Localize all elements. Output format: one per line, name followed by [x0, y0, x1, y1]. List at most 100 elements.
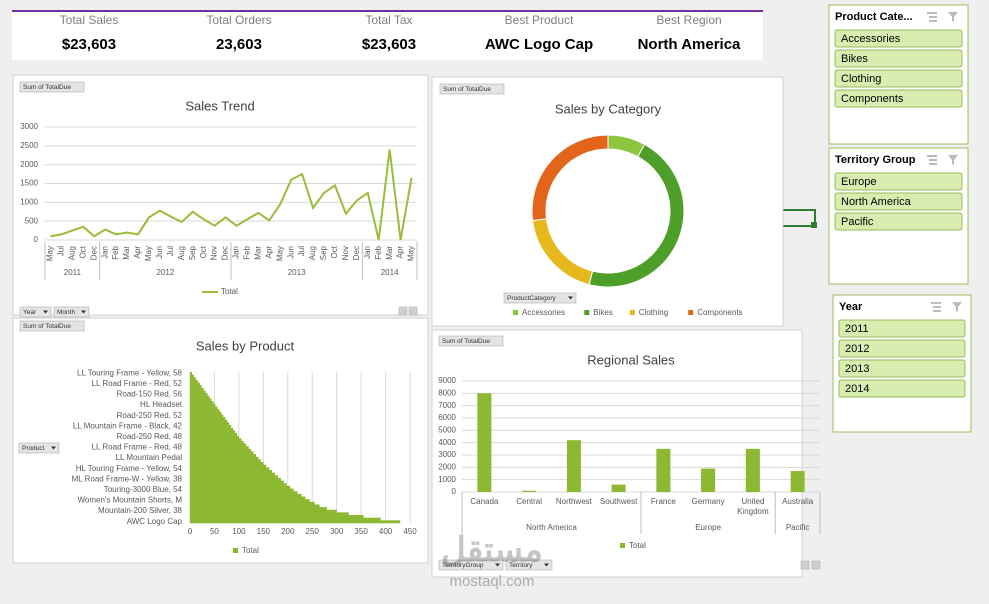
legend-swatch	[629, 310, 635, 315]
field-button[interactable]	[438, 335, 504, 347]
y-tick-label: 7000	[438, 401, 456, 410]
clear-filter-icon[interactable]	[948, 12, 958, 22]
slicer-item-label: North America	[841, 196, 912, 208]
x-tick-label: 200	[281, 527, 295, 536]
bar	[190, 493, 302, 497]
slicer-title: Product Cate...	[835, 11, 913, 23]
bar	[190, 499, 310, 503]
zoom-button[interactable]	[800, 560, 810, 570]
x-tick-label: Dec	[89, 246, 98, 260]
connector-shape	[783, 209, 816, 227]
bar	[701, 468, 716, 492]
panel	[431, 329, 803, 578]
bar	[190, 411, 222, 415]
x-tick-label: 250	[306, 527, 320, 536]
kpi-label: Best Region	[656, 13, 721, 27]
watermark-latin: mostaql.com	[449, 573, 534, 590]
bar	[656, 448, 671, 492]
y-tick-label: 8000	[438, 388, 456, 397]
bar	[190, 414, 224, 418]
x-tick-label: Dec	[352, 246, 361, 260]
field-button[interactable]	[438, 559, 504, 571]
clear-filter-icon[interactable]	[952, 302, 962, 312]
bar	[190, 406, 218, 410]
field-button[interactable]	[505, 559, 553, 571]
field-button-label: Year	[23, 309, 37, 316]
zoom-button[interactable]	[408, 306, 418, 316]
y-tick-label: 5000	[438, 425, 456, 434]
bar	[190, 485, 291, 489]
y-tick-label: 1500	[20, 179, 38, 188]
field-button[interactable]	[503, 292, 577, 304]
slicer-item[interactable]	[838, 379, 966, 398]
multi-select-icon[interactable]	[931, 302, 941, 312]
slicer-item-label: Pacific	[841, 216, 874, 228]
bar	[190, 424, 232, 428]
slicer-item[interactable]	[834, 49, 963, 68]
field-button[interactable]	[19, 306, 52, 318]
x-tick-label: 50	[210, 527, 219, 536]
y-tick-label: Women's Mountain Shorts, M	[77, 496, 182, 505]
field-button[interactable]	[19, 81, 85, 93]
slicer-item[interactable]	[834, 192, 963, 211]
slicer-item[interactable]	[838, 319, 966, 338]
multi-select-icon[interactable]	[927, 155, 937, 165]
slicer-item[interactable]	[838, 339, 966, 358]
group-label: 2013	[288, 268, 306, 277]
y-tick-label: 2000	[20, 160, 38, 169]
field-button[interactable]	[18, 442, 60, 454]
slicer-item[interactable]	[834, 29, 963, 48]
field-button[interactable]	[53, 306, 90, 318]
bar	[190, 419, 228, 423]
slicer-item[interactable]	[834, 89, 963, 108]
x-tick-label: Apr	[133, 246, 142, 259]
bar	[190, 440, 244, 444]
dropdown-arrow	[51, 446, 56, 450]
slicer-item-label: Accessories	[841, 33, 901, 45]
slicer-item[interactable]	[834, 172, 963, 191]
y-tick-label: 2500	[20, 141, 38, 150]
bar	[190, 432, 237, 436]
bar	[190, 507, 327, 511]
x-tick-label: Australia	[782, 497, 814, 506]
slicer-item-label: Europe	[841, 176, 876, 188]
bar	[190, 475, 278, 479]
x-tick-label: 100	[232, 527, 246, 536]
zoom-button[interactable]	[398, 306, 408, 316]
bar	[190, 504, 320, 508]
slicer-title: Year	[839, 301, 863, 313]
bar	[190, 374, 194, 378]
bar	[745, 448, 760, 492]
slicer-item[interactable]	[838, 359, 966, 378]
bar	[190, 438, 242, 442]
y-tick-label: 9000	[438, 376, 456, 385]
x-tick-label: Aug	[308, 246, 317, 260]
x-tick-label: Feb	[111, 245, 120, 259]
clear-filter-icon[interactable]	[948, 155, 958, 165]
slicer-item[interactable]	[834, 212, 963, 231]
bar	[190, 483, 287, 487]
x-tick-label: Oct	[199, 245, 208, 258]
x-tick-label: 0	[188, 527, 193, 536]
y-tick-label: Road-250 Red, 52	[117, 411, 183, 420]
dropdown-arrow	[544, 563, 549, 567]
field-button[interactable]	[439, 83, 505, 95]
group-label: 2014	[381, 268, 399, 277]
zoom-button[interactable]	[811, 560, 821, 570]
x-tick-label: Mar	[385, 246, 394, 260]
x-tick-label: 450	[403, 527, 417, 536]
y-tick-label: 3000	[20, 122, 38, 131]
field-button-label: ProductCategory	[507, 295, 557, 302]
slicer-item[interactable]	[834, 69, 963, 88]
field-button[interactable]	[19, 320, 85, 332]
bar	[190, 390, 206, 394]
x-tick-label: Jan	[232, 246, 241, 259]
panel	[12, 74, 429, 316]
connector-handle	[811, 222, 817, 228]
y-tick-label: 0	[452, 487, 457, 496]
multi-select-icon[interactable]	[927, 12, 937, 22]
x-tick-label: Mar	[253, 246, 262, 260]
bar	[790, 471, 805, 492]
x-tick-label: Aug	[67, 246, 76, 260]
